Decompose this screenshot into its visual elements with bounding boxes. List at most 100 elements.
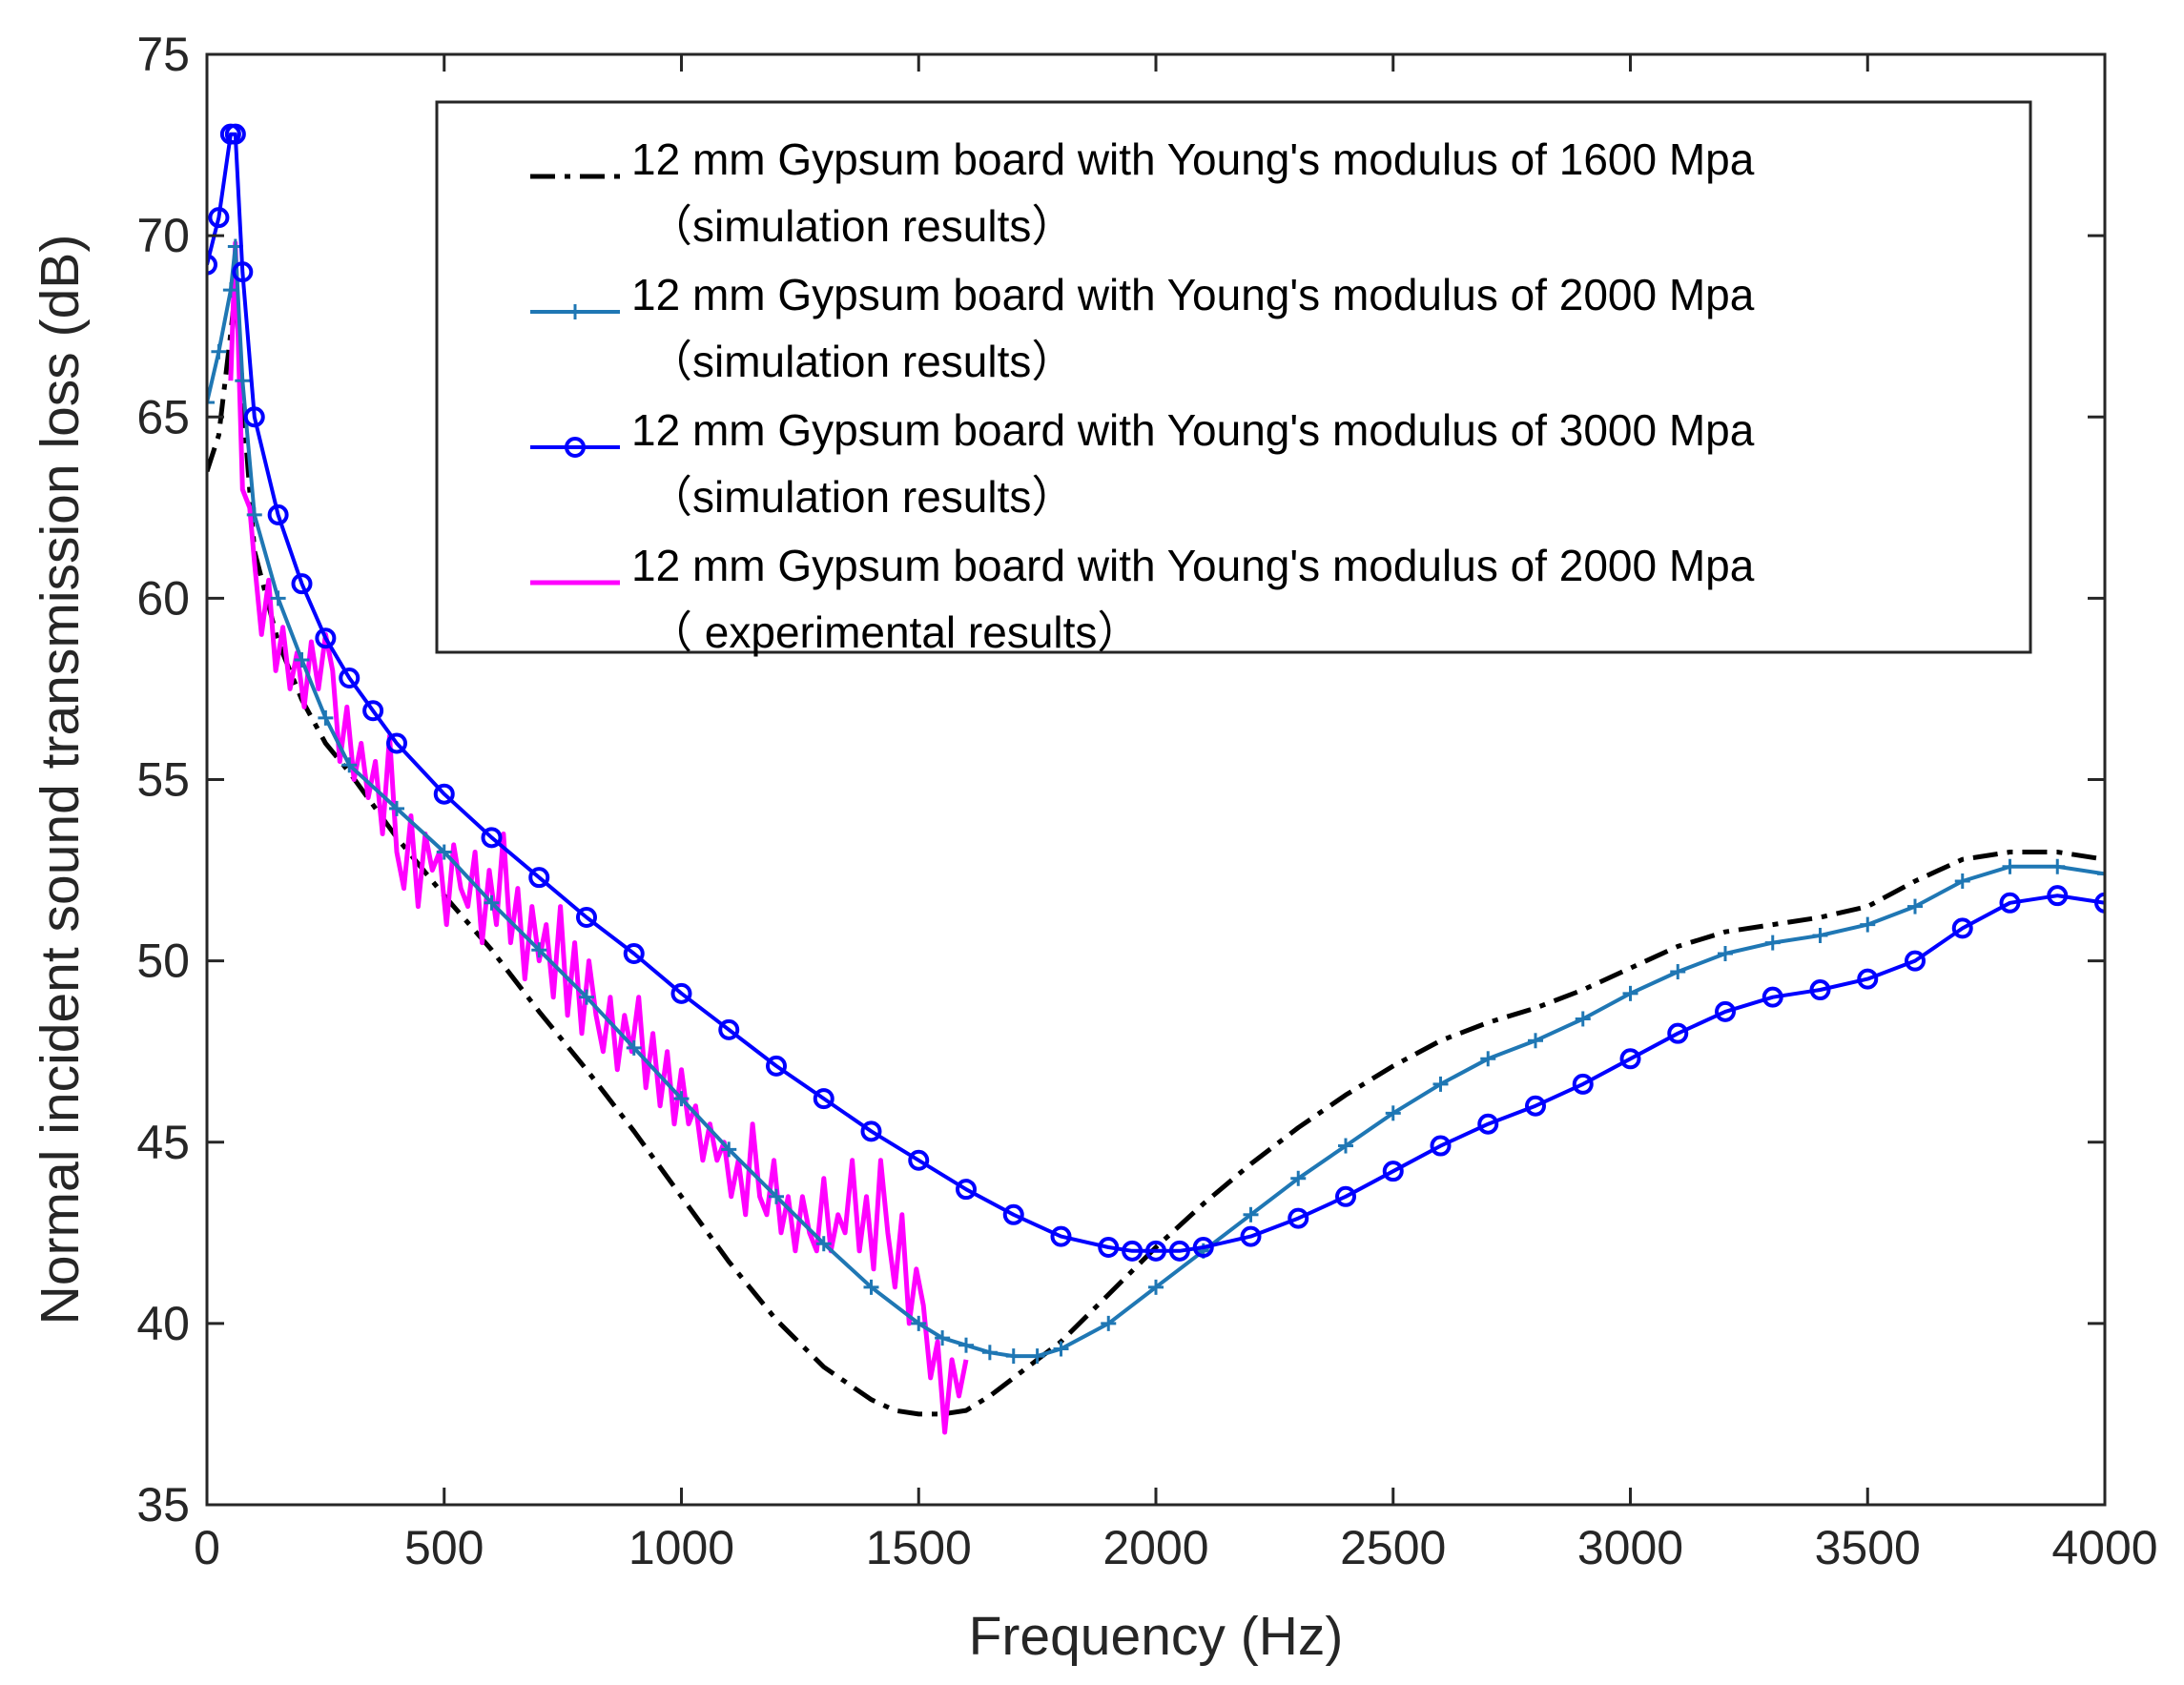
series-3-point bbox=[207, 254, 217, 276]
legend-label-line2: （simulation results） bbox=[649, 201, 1075, 251]
series-2-point bbox=[1338, 1138, 1353, 1154]
series-3-point bbox=[860, 1120, 882, 1142]
series-2-point bbox=[341, 757, 358, 773]
series-2-point bbox=[626, 1039, 642, 1056]
series-2-point bbox=[1528, 1033, 1543, 1049]
series-3-point bbox=[315, 627, 337, 649]
series-2-point bbox=[1243, 1206, 1259, 1223]
x-tick-label: 1500 bbox=[866, 1521, 972, 1574]
series-3-point bbox=[2047, 885, 2069, 907]
series-2-point bbox=[2097, 866, 2105, 882]
x-tick-label: 500 bbox=[404, 1521, 484, 1574]
series-2-point bbox=[579, 989, 594, 1005]
series-2-point bbox=[1480, 1051, 1496, 1067]
series-3-point bbox=[1098, 1237, 1120, 1259]
series-2-point bbox=[436, 844, 452, 860]
series-2-line bbox=[207, 244, 2105, 1359]
x-tick-label: 1000 bbox=[628, 1521, 734, 1574]
legend-label: 12 mm Gypsum board with Young's modulus … bbox=[631, 541, 1755, 590]
series-2-point bbox=[1670, 964, 1686, 980]
series-3-point bbox=[1525, 1095, 1546, 1117]
series-2-point bbox=[863, 1279, 879, 1295]
series-3-point bbox=[208, 207, 230, 229]
series-3-point bbox=[243, 406, 265, 428]
series-3-point bbox=[1905, 950, 1926, 972]
series-3-point bbox=[1667, 1022, 1689, 1044]
series-3-point bbox=[362, 700, 384, 722]
x-tick-label: 2500 bbox=[1340, 1521, 1446, 1574]
series-2-point bbox=[207, 395, 215, 411]
series-2-point bbox=[389, 800, 404, 816]
series-3-point bbox=[1619, 1048, 1641, 1070]
series-3-point bbox=[339, 668, 361, 689]
series-3-point bbox=[1809, 979, 1831, 1001]
series-2-point bbox=[935, 1330, 951, 1346]
series-3-point bbox=[1288, 1207, 1309, 1229]
series-3-point bbox=[718, 1018, 740, 1040]
series-3-point bbox=[956, 1179, 977, 1201]
series-3-point bbox=[1951, 917, 1973, 939]
series-2-point bbox=[1053, 1341, 1069, 1357]
series-2-point bbox=[1575, 1011, 1591, 1027]
x-tick-label: 4000 bbox=[2051, 1521, 2157, 1574]
legend-entry-3: 12 mm Gypsum board with Young's modulus … bbox=[530, 405, 1755, 522]
series-2-point bbox=[1005, 1348, 1021, 1365]
legend-entry-1: 12 mm Gypsum board with Young's modulus … bbox=[530, 134, 1755, 251]
legend-label: 12 mm Gypsum board with Young's modulus … bbox=[631, 134, 1755, 184]
series-3-point bbox=[576, 906, 597, 928]
series-3-point bbox=[1335, 1185, 1356, 1207]
series-2-point bbox=[1385, 1105, 1401, 1121]
series-2-point bbox=[1148, 1279, 1164, 1295]
legend-entry-4: 12 mm Gypsum board with Young's modulus … bbox=[530, 541, 1755, 657]
series-3-point bbox=[386, 732, 407, 754]
x-tick-label: 3000 bbox=[1577, 1521, 1683, 1574]
series-3-point bbox=[1168, 1240, 1190, 1262]
series-3-point bbox=[291, 573, 313, 595]
legend-label: 12 mm Gypsum board with Young's modulus … bbox=[631, 405, 1755, 455]
x-axis-title: Frequency (Hz) bbox=[969, 1606, 1344, 1667]
series-layer bbox=[207, 123, 2105, 1435]
series-3-point bbox=[670, 982, 692, 1004]
series-2-point bbox=[235, 373, 251, 389]
series-3-point bbox=[1430, 1135, 1452, 1157]
series-2-point bbox=[1954, 873, 1970, 889]
series-3-point bbox=[224, 123, 246, 145]
series-3-point bbox=[481, 827, 503, 849]
legend-label-line2: （simulation results） bbox=[649, 337, 1075, 386]
series-1 bbox=[207, 287, 2105, 1417]
series-2-point bbox=[673, 1091, 690, 1107]
series-2-point bbox=[1029, 1348, 1045, 1365]
ticks-layer: 0 500 1000 1500 2000 2500 3000 3500 4000 35 40 45 50… bbox=[136, 28, 2157, 1574]
series-2-point bbox=[246, 506, 262, 523]
series-3-point bbox=[1382, 1161, 1404, 1182]
series-2-point bbox=[1812, 928, 1828, 944]
y-tick-label: 65 bbox=[136, 390, 190, 443]
series-3-point bbox=[1240, 1225, 1262, 1247]
series-3-point bbox=[1002, 1203, 1024, 1225]
legend-entry-2: 12 mm Gypsum board with Young's modulus … bbox=[530, 270, 1755, 386]
series-2-point bbox=[815, 1236, 832, 1252]
y-tick-label: 70 bbox=[136, 209, 190, 262]
series-2 bbox=[207, 238, 2105, 1365]
legend-marker bbox=[565, 437, 586, 458]
series-2-point bbox=[1860, 916, 1876, 933]
series-3-point bbox=[528, 867, 550, 889]
series-2-point bbox=[294, 652, 310, 668]
series-3 bbox=[207, 123, 2105, 1262]
legend-box bbox=[435, 100, 2032, 654]
series-2-point bbox=[484, 894, 500, 911]
series-3-point bbox=[433, 783, 455, 805]
series-2-point bbox=[531, 942, 547, 958]
series-3-point bbox=[267, 503, 289, 525]
y-tick-label: 55 bbox=[136, 753, 190, 807]
series-2-point bbox=[211, 343, 227, 360]
series-2-point bbox=[318, 709, 334, 726]
x-tick-label: 2000 bbox=[1102, 1521, 1208, 1574]
series-2-point bbox=[721, 1141, 737, 1158]
series-3-point bbox=[1999, 892, 2021, 914]
x-tick-label: 0 bbox=[194, 1521, 220, 1574]
series-2-point bbox=[769, 1188, 784, 1204]
series-2-point bbox=[981, 1345, 998, 1361]
series-3-point bbox=[1572, 1073, 1594, 1095]
series-4 bbox=[228, 240, 969, 1435]
